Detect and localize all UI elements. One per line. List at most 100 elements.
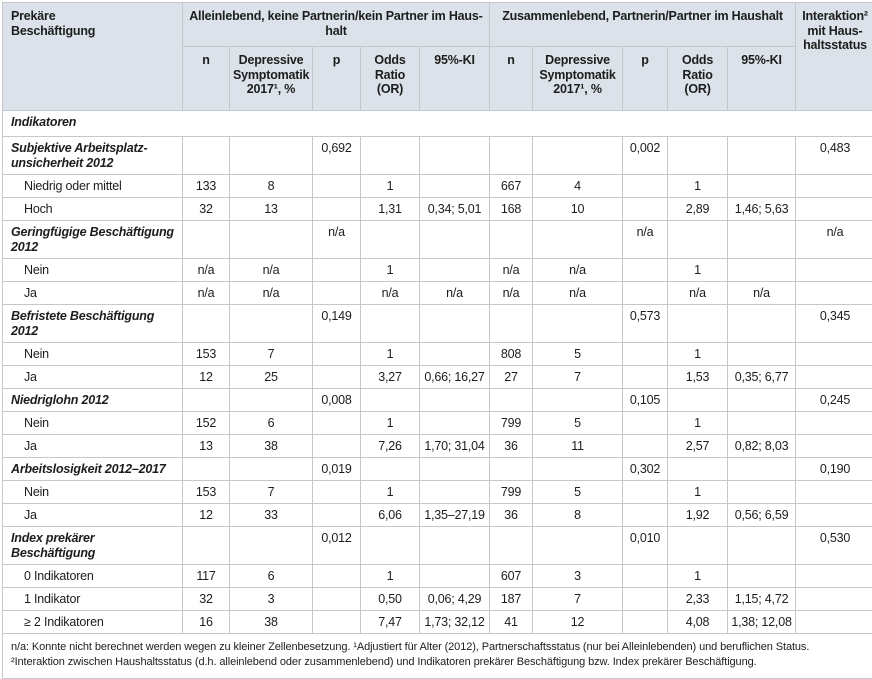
table-cell: [533, 458, 623, 481]
table-cell: [420, 412, 490, 435]
table-cell: [796, 611, 872, 634]
table-cell: [796, 366, 872, 389]
table-cell: n/a: [490, 259, 533, 282]
table-cell: 7: [230, 343, 313, 366]
row-label: Nein: [3, 343, 183, 366]
table-cell: [728, 481, 796, 504]
table-cell: [490, 458, 533, 481]
table-cell: [420, 481, 490, 504]
table-cell: n/a: [796, 221, 872, 259]
row-label: Subjektive Arbeitsplatz­unsicherheit 201…: [3, 137, 183, 175]
table-cell: [796, 504, 872, 527]
table-cell: [623, 588, 668, 611]
column-header-ki-2: 95%-KI: [728, 47, 796, 111]
table-cell: 0,56; 6,59: [728, 504, 796, 527]
group-row-label: Indikatoren: [3, 111, 872, 137]
table-cell: [728, 175, 796, 198]
table-cell: [183, 137, 230, 175]
table-cell: [796, 588, 872, 611]
table-cell: [361, 305, 420, 343]
row-label: Nein: [3, 481, 183, 504]
page: Prekäre Beschäftigung Alleinlebend, kein…: [0, 0, 872, 654]
table-cell: 2,57: [668, 435, 728, 458]
table-cell: [490, 527, 533, 565]
table-cell: [728, 259, 796, 282]
table-row: Indikatoren: [3, 111, 872, 137]
table-cell: [183, 389, 230, 412]
table-cell: 36: [490, 435, 533, 458]
table-cell: [313, 259, 361, 282]
table-cell: [533, 389, 623, 412]
table-cell: [361, 221, 420, 259]
table-cell: [313, 282, 361, 305]
table-cell: 153: [183, 481, 230, 504]
table-cell: 153: [183, 343, 230, 366]
table-cell: [313, 412, 361, 435]
table-cell: [420, 175, 490, 198]
table-cell: [796, 282, 872, 305]
row-label: Ja: [3, 366, 183, 389]
table-cell: [623, 366, 668, 389]
table-cell: 0,010: [623, 527, 668, 565]
table-cell: [728, 137, 796, 175]
table-cell: 0,008: [313, 389, 361, 412]
table-cell: [796, 565, 872, 588]
table-cell: 1: [668, 481, 728, 504]
table-cell: 1: [668, 259, 728, 282]
table-cell: 1: [668, 175, 728, 198]
table-cell: [668, 305, 728, 343]
table-cell: 16: [183, 611, 230, 634]
table-cell: 168: [490, 198, 533, 221]
table-cell: 4,08: [668, 611, 728, 634]
table-cell: [361, 389, 420, 412]
row-label: Index prekärer Beschäftigung: [3, 527, 183, 565]
table-cell: [623, 565, 668, 588]
table-cell: [230, 527, 313, 565]
table-cell: [623, 175, 668, 198]
table-cell: [230, 221, 313, 259]
table-cell: 0,345: [796, 305, 872, 343]
table-cell: [623, 611, 668, 634]
table-cell: 0,692: [313, 137, 361, 175]
table-cell: [533, 305, 623, 343]
table-cell: 1,53: [668, 366, 728, 389]
table-cell: 5: [533, 481, 623, 504]
table-footer: n/a: Konnte nicht berechnet werden wegen…: [3, 634, 872, 679]
table-cell: [313, 366, 361, 389]
table-cell: [420, 565, 490, 588]
table-cell: [623, 481, 668, 504]
table-cell: 799: [490, 481, 533, 504]
table-cell: [728, 527, 796, 565]
column-header-depressive-2: Depressive Symptomatik 2017¹, %: [533, 47, 623, 111]
table-cell: [668, 389, 728, 412]
row-label: Nein: [3, 259, 183, 282]
table-cell: 2,33: [668, 588, 728, 611]
table-cell: [668, 221, 728, 259]
table-cell: 0,245: [796, 389, 872, 412]
table-cell: [796, 259, 872, 282]
table-cell: [490, 137, 533, 175]
table-cell: 13: [230, 198, 313, 221]
table-cell: [728, 343, 796, 366]
table-cell: [796, 198, 872, 221]
table-cell: n/a: [533, 282, 623, 305]
table-cell: 187: [490, 588, 533, 611]
row-label: Arbeitslosigkeit 2012–2017: [3, 458, 183, 481]
table-cell: 0,149: [313, 305, 361, 343]
table-cell: [796, 343, 872, 366]
table-cell: 3: [533, 565, 623, 588]
table-cell: 1: [361, 481, 420, 504]
table-cell: [728, 565, 796, 588]
table-cell: [668, 458, 728, 481]
table-cell: [361, 137, 420, 175]
